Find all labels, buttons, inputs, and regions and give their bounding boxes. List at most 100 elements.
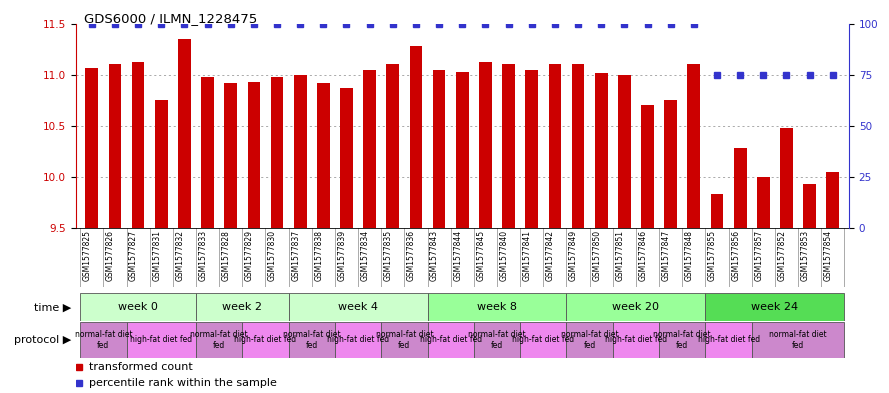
Bar (781, 128, 793, 228)
Text: week 20: week 20 (613, 302, 660, 312)
Bar (525, 70, 538, 228)
Text: week 0: week 0 (118, 302, 158, 312)
Bar (132, 62, 144, 228)
Text: GSM1577835: GSM1577835 (384, 230, 393, 281)
Text: GSM1577831: GSM1577831 (152, 230, 161, 281)
Bar (410, 46, 422, 228)
Text: high-fat diet fed: high-fat diet fed (605, 336, 667, 344)
Text: GSM1577845: GSM1577845 (477, 230, 485, 281)
Bar (294, 75, 307, 228)
Text: GSM1577857: GSM1577857 (754, 230, 764, 281)
Bar (566, 322, 613, 358)
Bar (270, 77, 284, 228)
Bar (687, 64, 701, 228)
Bar (335, 322, 381, 358)
Bar (387, 64, 399, 228)
Text: GSM1577854: GSM1577854 (824, 230, 833, 281)
Text: GSM1577832: GSM1577832 (175, 230, 184, 281)
Text: week 2: week 2 (222, 302, 262, 312)
Text: GSM1577838: GSM1577838 (315, 230, 324, 281)
Bar (80, 293, 196, 321)
Text: normal-fat diet
fed: normal-fat diet fed (769, 330, 827, 350)
Bar (664, 100, 677, 228)
Bar (155, 100, 168, 228)
Text: GSM1577833: GSM1577833 (198, 230, 207, 281)
Text: GSM1577830: GSM1577830 (268, 230, 277, 281)
Text: GSM1577839: GSM1577839 (338, 230, 347, 281)
Text: normal-fat diet
fed: normal-fat diet fed (190, 330, 248, 350)
Bar (364, 70, 376, 228)
Bar (706, 322, 752, 358)
Bar (566, 293, 706, 321)
Bar (618, 75, 630, 228)
Text: GSM1577855: GSM1577855 (708, 230, 717, 281)
Text: GSM1577848: GSM1577848 (685, 230, 693, 281)
Text: GSM1577850: GSM1577850 (592, 230, 601, 281)
Text: GSM1577847: GSM1577847 (661, 230, 670, 281)
Bar (85, 68, 98, 228)
Text: GSM1577843: GSM1577843 (430, 230, 439, 281)
Bar (520, 322, 566, 358)
Bar (595, 73, 607, 228)
Text: week 24: week 24 (751, 302, 798, 312)
Text: percentile rank within the sample: percentile rank within the sample (90, 378, 277, 388)
Bar (289, 322, 335, 358)
Text: normal-fat diet
fed: normal-fat diet fed (283, 330, 340, 350)
Bar (659, 322, 706, 358)
Text: GDS6000 / ILMN_1228475: GDS6000 / ILMN_1228475 (84, 12, 258, 25)
Bar (827, 172, 839, 228)
Bar (479, 62, 492, 228)
Bar (757, 177, 770, 228)
Text: GSM1577844: GSM1577844 (453, 230, 462, 281)
Text: transformed count: transformed count (90, 362, 193, 372)
Bar (710, 194, 724, 228)
Bar (733, 148, 747, 228)
Text: GSM1577826: GSM1577826 (106, 230, 115, 281)
Text: GSM1577846: GSM1577846 (638, 230, 647, 281)
Bar (289, 293, 428, 321)
Bar (752, 322, 845, 358)
Text: GSM1577840: GSM1577840 (500, 230, 509, 281)
Text: GSM1577849: GSM1577849 (569, 230, 578, 281)
Bar (108, 64, 121, 228)
Bar (381, 322, 428, 358)
Bar (572, 64, 584, 228)
Text: GSM1577851: GSM1577851 (615, 230, 624, 281)
Bar (502, 64, 515, 228)
Text: GSM1577828: GSM1577828 (221, 230, 231, 281)
Text: time ▶: time ▶ (34, 302, 71, 312)
Text: GSM1577827: GSM1577827 (129, 230, 138, 281)
Bar (247, 82, 260, 228)
Bar (196, 293, 289, 321)
Bar (549, 64, 561, 228)
Text: normal-fat diet
fed: normal-fat diet fed (561, 330, 619, 350)
Bar (433, 70, 445, 228)
Bar (178, 39, 191, 228)
Text: GSM1577841: GSM1577841 (523, 230, 532, 281)
Text: GSM1577837: GSM1577837 (292, 230, 300, 281)
Text: GSM1577829: GSM1577829 (244, 230, 254, 281)
Text: normal-fat diet
fed: normal-fat diet fed (375, 330, 433, 350)
Bar (224, 83, 237, 228)
Bar (474, 322, 520, 358)
Text: GSM1577856: GSM1577856 (731, 230, 741, 281)
Text: high-fat diet fed: high-fat diet fed (420, 336, 482, 344)
Text: high-fat diet fed: high-fat diet fed (698, 336, 759, 344)
Bar (804, 184, 816, 228)
Bar (456, 72, 469, 228)
Text: week 4: week 4 (338, 302, 378, 312)
Text: GSM1577825: GSM1577825 (83, 230, 92, 281)
Text: GSM1577836: GSM1577836 (407, 230, 416, 281)
Bar (80, 322, 126, 358)
Text: protocol ▶: protocol ▶ (14, 335, 71, 345)
Text: GSM1577853: GSM1577853 (801, 230, 810, 281)
Bar (428, 322, 474, 358)
Text: normal-fat diet
fed: normal-fat diet fed (75, 330, 132, 350)
Text: normal-fat diet
fed: normal-fat diet fed (653, 330, 711, 350)
Text: high-fat diet fed: high-fat diet fed (130, 336, 192, 344)
Text: normal-fat diet
fed: normal-fat diet fed (469, 330, 525, 350)
Bar (196, 322, 243, 358)
Text: high-fat diet fed: high-fat diet fed (235, 336, 297, 344)
Text: GSM1577852: GSM1577852 (778, 230, 787, 281)
Bar (613, 322, 659, 358)
